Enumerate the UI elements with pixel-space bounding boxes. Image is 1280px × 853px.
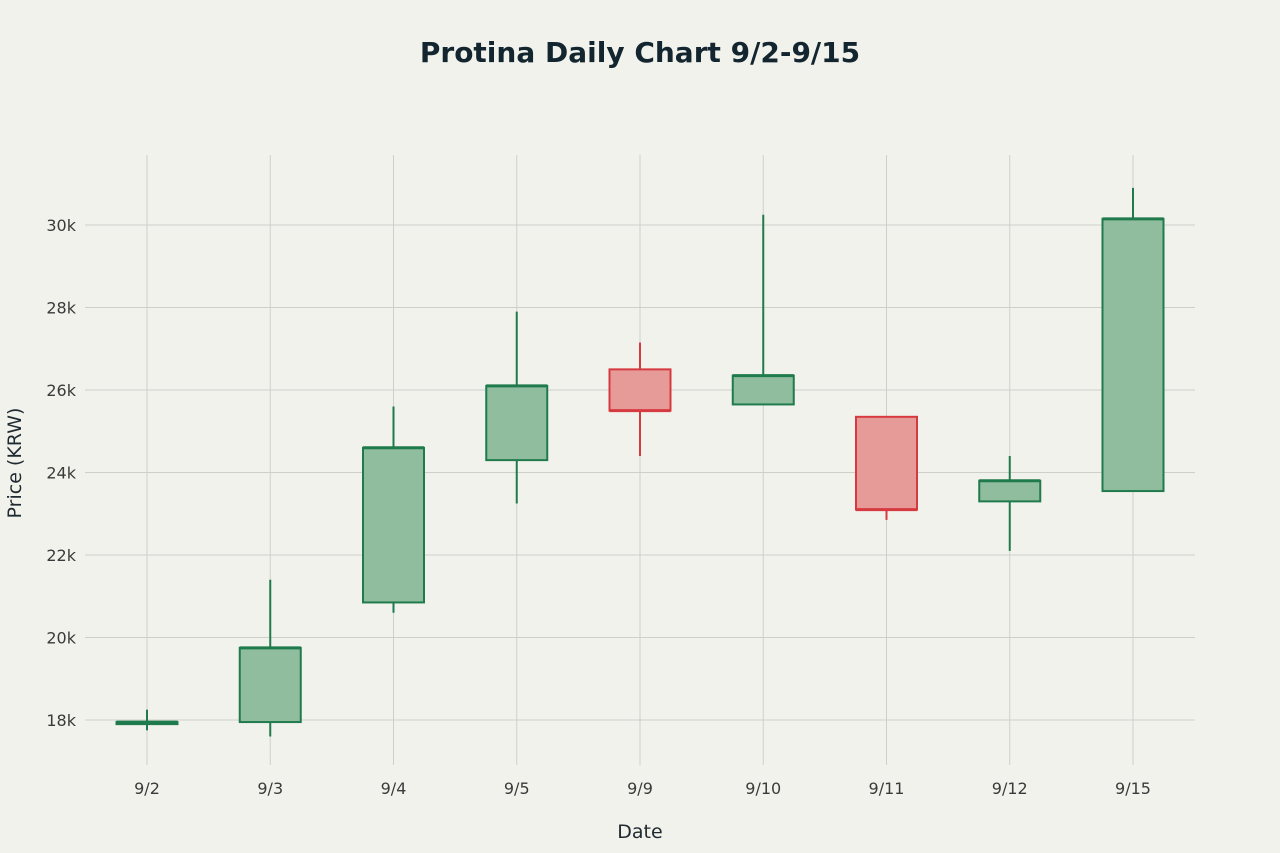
y-tick-label: 20k [46, 629, 76, 648]
x-tick-label: 9/11 [869, 779, 905, 798]
candle-body [362, 446, 425, 604]
candle-body [608, 368, 672, 412]
candle-9-15 [1101, 187, 1165, 493]
candle-9-5 [485, 311, 549, 504]
x-tick-label: 9/3 [257, 779, 283, 798]
chart-title: Protina Daily Chart 9/2-9/15 [420, 36, 860, 69]
candle-body [1101, 217, 1165, 493]
y-tick-label: 22k [46, 546, 76, 565]
y-tick-label: 28k [46, 299, 76, 318]
y-tick-label: 30k [46, 216, 76, 235]
y-tick-label: 26k [46, 381, 76, 400]
candles [115, 187, 1165, 737]
candle-9-12 [978, 456, 1042, 551]
x-tick-label: 9/15 [1115, 779, 1151, 798]
x-tick-label: 9/9 [627, 779, 653, 798]
candle-9-2 [115, 709, 179, 731]
tick-labels: 18k 20k 22k 24k 26k 28k 30k 9/2 9/3 9/4 9/5 9/9 9/10… [46, 216, 1151, 798]
candle-body [731, 374, 795, 406]
y-tick-label: 24k [46, 464, 76, 483]
y-tick-label: 18k [46, 711, 76, 730]
x-tick-label: 9/5 [504, 779, 530, 798]
x-tick-label: 9/10 [745, 779, 781, 798]
x-tick-label: 9/12 [992, 779, 1028, 798]
x-tick-label: 9/4 [381, 779, 407, 798]
x-axis-title: Date [617, 821, 662, 843]
x-tick-label: 9/2 [134, 779, 160, 798]
candle-body [238, 646, 302, 724]
candle-9-11 [855, 415, 918, 520]
candle-body [855, 415, 918, 511]
candle-9-4 [362, 406, 425, 613]
candle-9-9 [608, 342, 672, 456]
candle-9-3 [238, 579, 302, 737]
candle-9-10 [731, 214, 795, 406]
candle-body [978, 479, 1042, 503]
y-axis-title: Price (KRW) [4, 408, 26, 519]
candle-body [485, 384, 549, 462]
